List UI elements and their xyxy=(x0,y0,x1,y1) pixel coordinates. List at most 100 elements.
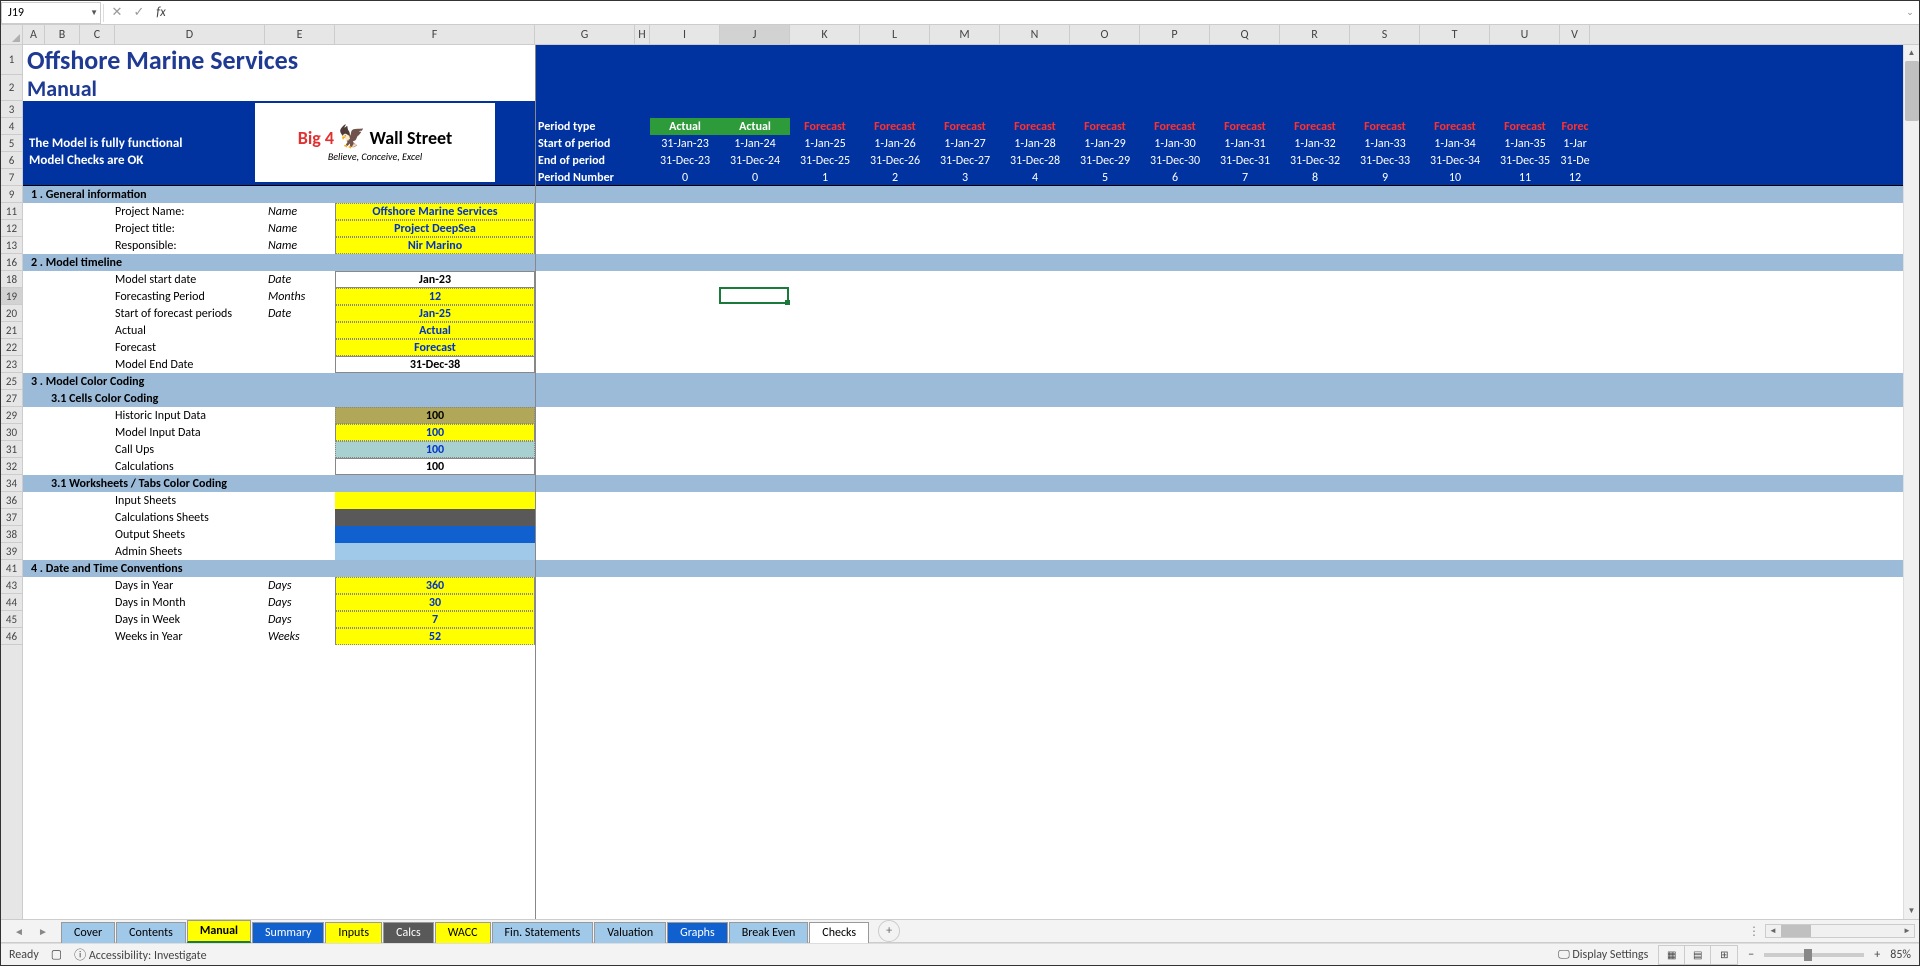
view-normal-icon[interactable]: ▦ xyxy=(1659,946,1685,964)
cell[interactable]: Name xyxy=(265,237,335,254)
cell[interactable]: 31-Dec-25 xyxy=(790,152,860,169)
cell[interactable]: 31-Dec-28 xyxy=(1000,152,1070,169)
cell[interactable]: 1-Jan-32 xyxy=(1280,135,1350,152)
row-header[interactable]: 37 xyxy=(1,509,22,526)
cell[interactable]: Nir Marino xyxy=(335,237,535,254)
cell[interactable]: 100 xyxy=(335,424,535,441)
row-header[interactable]: 30 xyxy=(1,424,22,441)
cell[interactable]: 360 xyxy=(335,577,535,594)
cell[interactable]: Model End Date xyxy=(115,356,265,373)
column-header[interactable]: M xyxy=(930,25,1000,44)
row-header[interactable]: 3 xyxy=(1,101,22,118)
column-header[interactable]: K xyxy=(790,25,860,44)
column-header[interactable]: A xyxy=(23,25,45,44)
row-header[interactable]: 32 xyxy=(1,458,22,475)
view-page-icon[interactable]: ▤ xyxy=(1685,946,1711,964)
cell[interactable]: 7 xyxy=(1210,169,1280,186)
cell[interactable]: Actual xyxy=(720,118,790,135)
name-box-dropdown-icon[interactable]: ▼ xyxy=(90,8,98,18)
cell[interactable]: Days in Month xyxy=(115,594,265,611)
cell[interactable]: 1-Jan-26 xyxy=(860,135,930,152)
hscroll-left-icon[interactable]: ◄ xyxy=(1766,926,1780,936)
sheet-next-icon[interactable]: ► xyxy=(38,925,48,938)
cell[interactable]: 31-Dec-38 xyxy=(335,356,535,373)
cell[interactable]: 7 xyxy=(335,611,535,628)
row-header[interactable]: 31 xyxy=(1,441,22,458)
sheet-tab[interactable]: Valuation xyxy=(594,922,666,943)
cell[interactable]: Offshore Marine Services xyxy=(23,45,535,75)
cell[interactable]: Model Input Data xyxy=(115,424,265,441)
cell[interactable]: 1-Jan-31 xyxy=(1210,135,1280,152)
column-header[interactable]: D xyxy=(115,25,265,44)
fx-icon[interactable]: fx xyxy=(150,2,172,24)
scroll-down-icon[interactable]: ▼ xyxy=(1904,903,1919,919)
hscroll-right-icon[interactable]: ► xyxy=(1900,926,1914,936)
column-header[interactable]: I xyxy=(650,25,720,44)
zoom-level[interactable]: 85% xyxy=(1890,948,1911,962)
cell[interactable]: 1-Jan-33 xyxy=(1350,135,1420,152)
row-header[interactable]: 21 xyxy=(1,322,22,339)
sheet-tab[interactable]: Summary xyxy=(252,922,324,943)
cell[interactable]: Weeks xyxy=(265,628,335,645)
cell[interactable]: 31-Dec-23 xyxy=(650,152,720,169)
formula-expand-icon[interactable]: ⌄ xyxy=(1901,7,1919,18)
row-header[interactable]: 12 xyxy=(1,220,22,237)
cell[interactable]: 5 xyxy=(1070,169,1140,186)
cell[interactable]: 100 xyxy=(335,407,535,424)
scroll-up-icon[interactable]: ▲ xyxy=(1904,45,1919,61)
cell[interactable]: End of period xyxy=(535,152,650,169)
cell[interactable]: 31-Jan-23 xyxy=(650,135,720,152)
cell[interactable]: Responsible: xyxy=(115,237,265,254)
name-box[interactable]: J19 ▼ xyxy=(1,2,101,24)
column-header[interactable]: B xyxy=(45,25,80,44)
cell[interactable]: 0 xyxy=(720,169,790,186)
cell[interactable]: 8 xyxy=(1280,169,1350,186)
vertical-scrollbar[interactable]: ▲ ▼ xyxy=(1903,45,1919,919)
row-header[interactable]: 6 xyxy=(1,152,22,169)
formula-input[interactable] xyxy=(178,2,1901,24)
cell[interactable]: 100 xyxy=(335,441,535,458)
sheet-tab[interactable]: WACC xyxy=(435,922,491,943)
sheet-tab[interactable]: Fin. Statements xyxy=(492,922,594,943)
row-header[interactable]: 19 xyxy=(1,288,22,305)
cell[interactable]: Name xyxy=(265,203,335,220)
row-header[interactable]: 46 xyxy=(1,628,22,645)
cell[interactable]: 100 xyxy=(335,458,535,475)
row-header[interactable]: 5 xyxy=(1,135,22,152)
cell[interactable]: Output Sheets xyxy=(115,526,265,543)
cell[interactable]: Calculations Sheets xyxy=(115,509,265,526)
row-header[interactable]: 22 xyxy=(1,339,22,356)
row-header[interactable]: 23 xyxy=(1,356,22,373)
cell[interactable]: 1-Jan-28 xyxy=(1000,135,1070,152)
column-header[interactable]: R xyxy=(1280,25,1350,44)
column-header[interactable]: E xyxy=(265,25,335,44)
horizontal-scrollbar[interactable]: ◄ ► xyxy=(1765,924,1915,938)
cell[interactable]: Historic Input Data xyxy=(115,407,265,424)
display-settings[interactable]: 🖵 Display Settings xyxy=(1558,948,1648,962)
row-header[interactable]: 36 xyxy=(1,492,22,509)
cell[interactable]: Start of period xyxy=(535,135,650,152)
new-sheet-button[interactable]: + xyxy=(878,920,900,942)
cell[interactable]: Input Sheets xyxy=(115,492,265,509)
row-header[interactable]: 16 xyxy=(1,254,22,271)
cell[interactable]: Forecast xyxy=(335,339,535,356)
sheet-tab[interactable]: Break Even xyxy=(729,922,809,943)
accept-icon[interactable]: ✓ xyxy=(128,2,150,24)
column-header[interactable]: L xyxy=(860,25,930,44)
cell[interactable]: Forecast xyxy=(115,339,265,356)
cell[interactable]: Forecast xyxy=(1000,118,1070,135)
scroll-thumb[interactable] xyxy=(1905,61,1919,121)
column-header[interactable]: P xyxy=(1140,25,1210,44)
cell[interactable]: 11 xyxy=(1490,169,1560,186)
column-header[interactable]: S xyxy=(1350,25,1420,44)
row-header[interactable]: 43 xyxy=(1,577,22,594)
cell[interactable]: 9 xyxy=(1350,169,1420,186)
cell[interactable]: 12 xyxy=(1560,169,1590,186)
column-header[interactable]: U xyxy=(1490,25,1560,44)
cell[interactable]: Jan-25 xyxy=(335,305,535,322)
sheet-tab[interactable]: Cover xyxy=(61,922,115,943)
cell[interactable]: Forecast xyxy=(1210,118,1280,135)
cell[interactable]: Months xyxy=(265,288,335,305)
row-header[interactable]: 45 xyxy=(1,611,22,628)
cell[interactable]: Actual xyxy=(115,322,265,339)
